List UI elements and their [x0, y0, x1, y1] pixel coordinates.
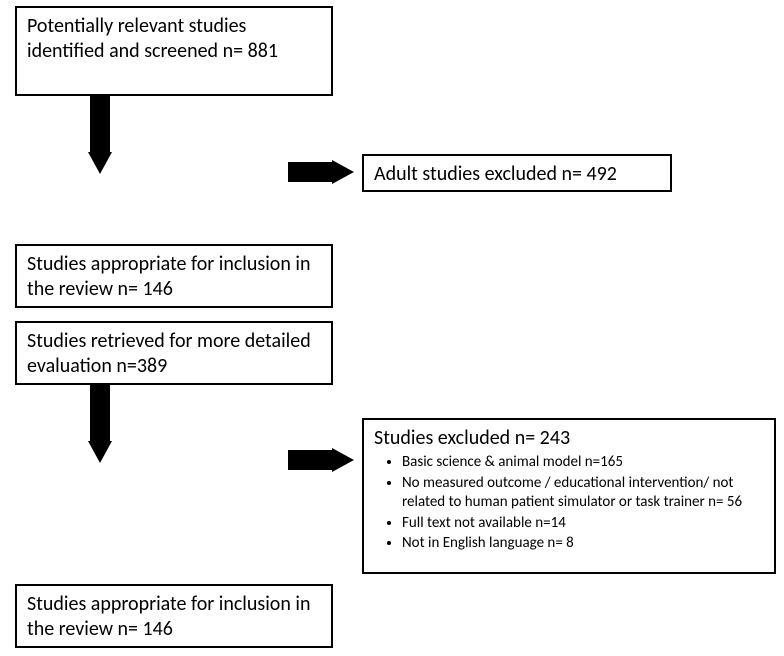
- box-appropriate-inclusion: Studies appropriate for inclusion in the…: [15, 584, 333, 648]
- box-relevant-review-text: Studies appropriate for inclusion in the…: [27, 252, 310, 301]
- arrow-down-2-stem: [90, 385, 110, 443]
- bullet-item: Not in English language n= 8: [402, 534, 764, 554]
- box-retrieved-detail: Studies retrieved for more detailed eval…: [15, 321, 333, 385]
- box-appropriate-inclusion-text: Studies appropriate for inclusion in the…: [27, 592, 310, 641]
- box-relevant-review: Studies appropriate for inclusion in the…: [15, 244, 333, 308]
- box-adult-excluded-text: Adult studies excluded n= 492: [374, 162, 617, 186]
- arrow-right-2-stem: [288, 450, 334, 470]
- box-excluded-243: Studies excluded n= 243 Basic science & …: [362, 418, 776, 574]
- bullet-item: No measured outcome / educational interv…: [402, 474, 764, 513]
- arrow-right-1-stem: [288, 162, 334, 182]
- box-adult-excluded: Adult studies excluded n= 492: [362, 154, 672, 192]
- bullet-item: Full text not available n=14: [402, 514, 764, 534]
- arrow-down-1-stem: [90, 96, 110, 154]
- bullet-item: Basic science & animal model n=165: [402, 453, 764, 473]
- arrow-right-2-head: [332, 448, 354, 472]
- box-retrieved-detail-text: Studies retrieved for more detailed eval…: [27, 329, 311, 378]
- arrow-down-2-head: [88, 441, 112, 463]
- excluded-bullet-list: Basic science & animal model n=165 No me…: [374, 453, 764, 554]
- arrow-down-1-head: [88, 152, 112, 174]
- box-identified-text: Potentially relevant studies identified …: [27, 14, 278, 63]
- box-excluded-243-title: Studies excluded n= 243: [374, 426, 570, 450]
- box-identified: Potentially relevant studies identified …: [15, 6, 333, 96]
- arrow-right-1-head: [332, 160, 354, 184]
